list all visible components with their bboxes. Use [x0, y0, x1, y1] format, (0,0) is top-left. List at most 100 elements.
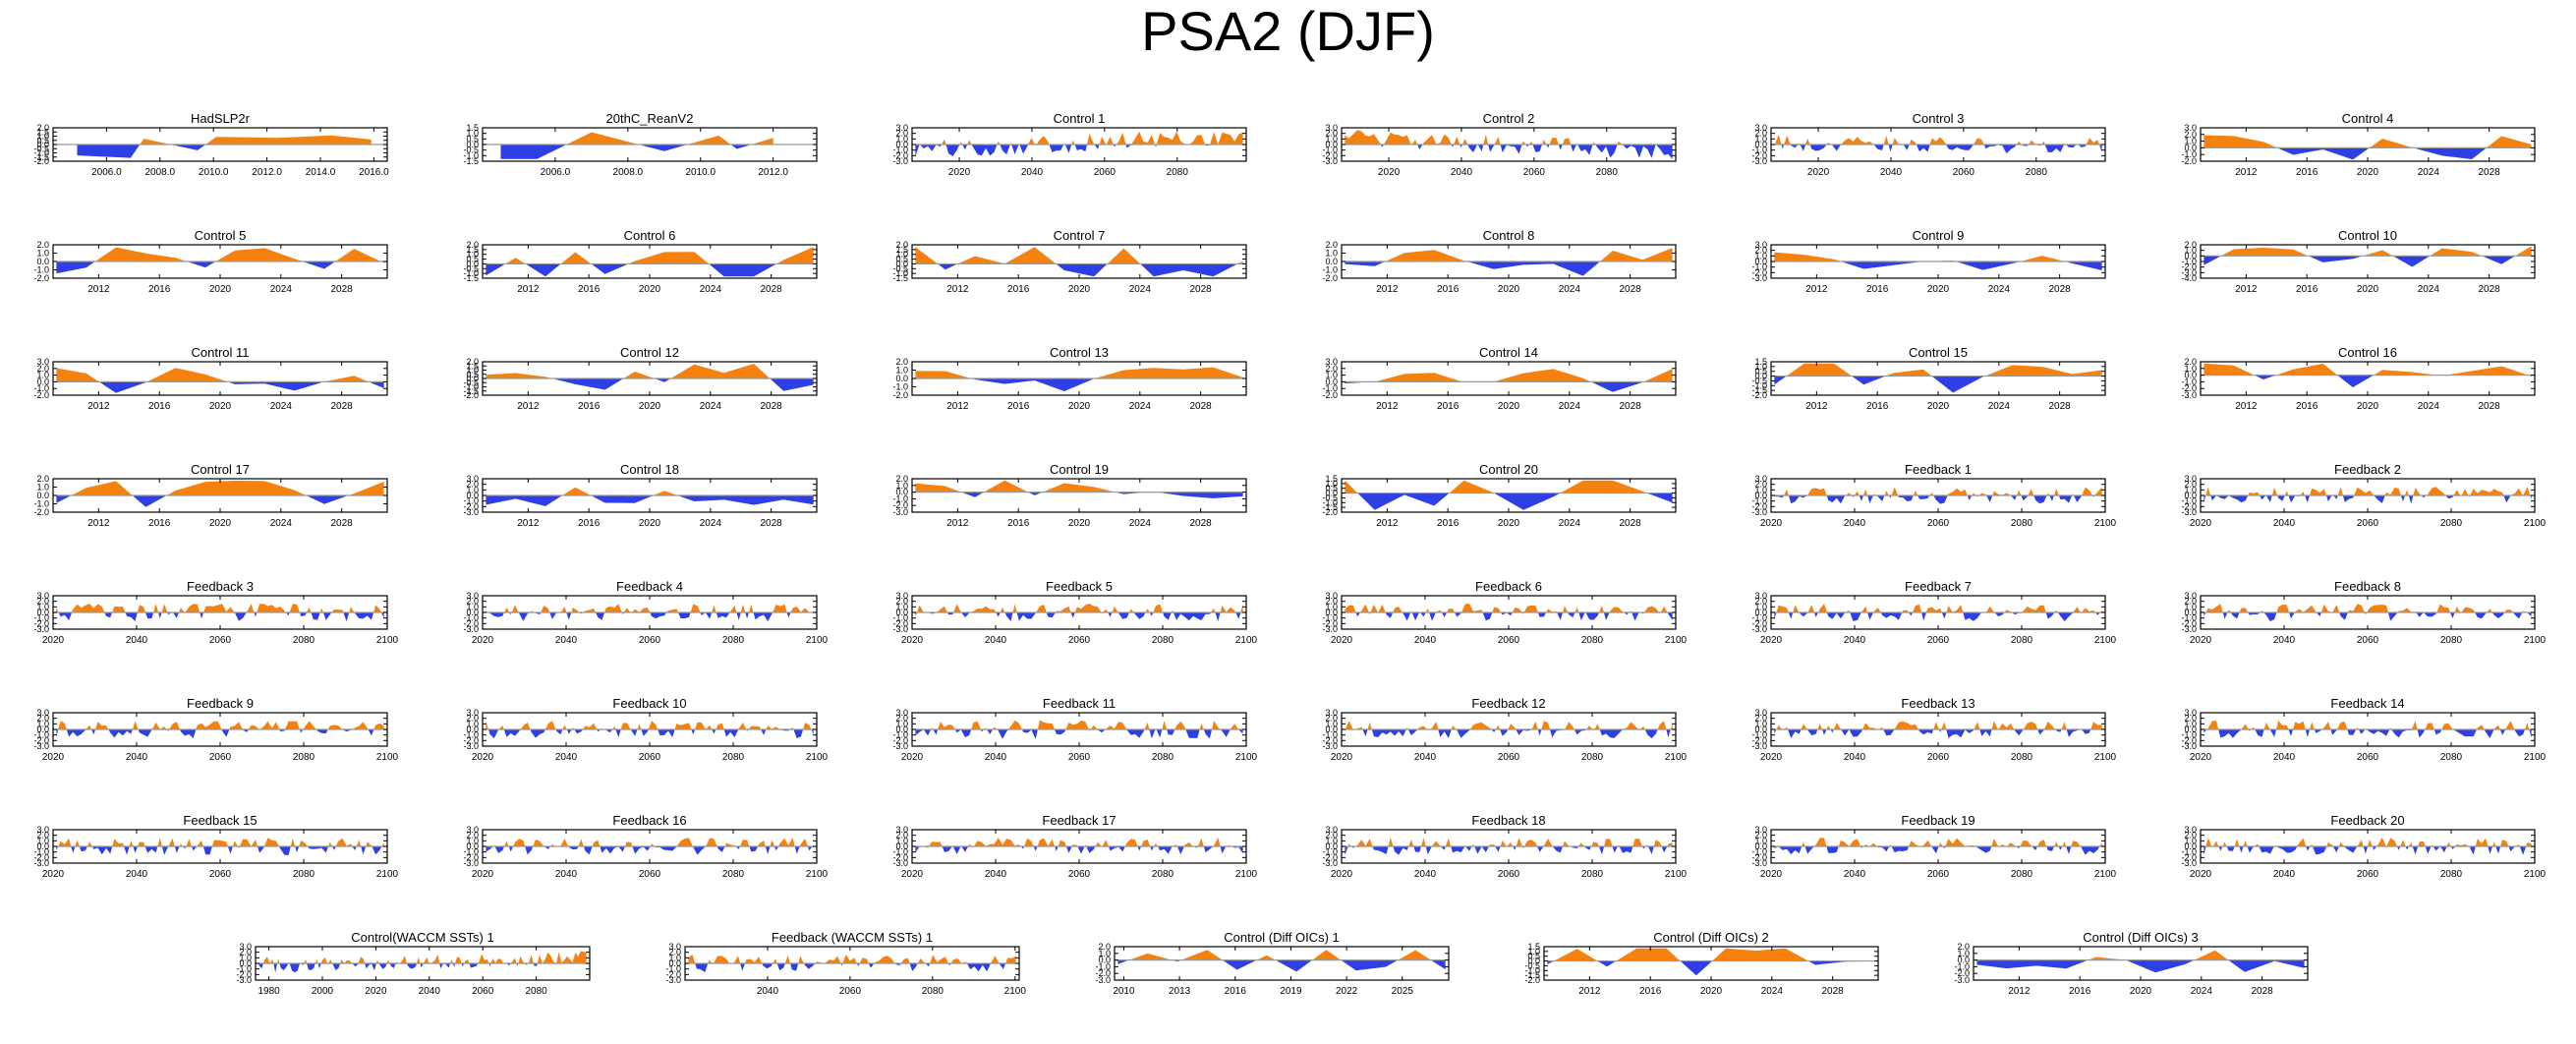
y-tick-label: -3.0: [2181, 858, 2197, 868]
negative-area: [551, 378, 814, 391]
y-tick-label: -1.0: [1322, 497, 1338, 507]
y-tick-label: -3.0: [892, 624, 908, 634]
negative-area: [1774, 612, 2100, 621]
y-tick-label: 0.0: [1754, 140, 1767, 149]
negative-area: [56, 261, 384, 274]
y-tick-label: -1.0: [1751, 847, 1767, 857]
x-tick-label: 2080: [1581, 869, 1604, 880]
y-tick-label: -1.0: [1095, 961, 1111, 971]
positive-area: [1776, 604, 2102, 612]
y-tick-label: 1.0: [1754, 362, 1767, 372]
x-tick-label: 2020: [2190, 635, 2212, 646]
y-tick-label: 3.0: [1754, 825, 1767, 835]
chart-panel: -3.0-2.0-1.00.01.02.03.0 2020 2040 2060 2080…: [1322, 579, 1687, 646]
panel-title: Control 12: [620, 345, 679, 360]
x-tick-label: 2010: [1113, 986, 1135, 997]
y-tick-label: -3.0: [2181, 390, 2197, 400]
x-tick-label: 2012: [517, 284, 540, 295]
x-tick-label: 2040: [419, 986, 441, 997]
x-tick-label: 2040: [555, 869, 578, 880]
panel-title: Feedback 19: [1901, 813, 1975, 828]
x-tick-label: 2019: [1280, 986, 1302, 997]
y-tick-label: 2.0: [36, 240, 49, 250]
negative-area: [1774, 495, 2095, 504]
y-tick-label: -2.0: [2181, 262, 2197, 272]
y-tick-label: -1.0: [892, 613, 908, 623]
y-tick-label: 2.0: [36, 597, 49, 607]
y-tick-label: -1.0: [1751, 730, 1767, 740]
y-tick-label: 2.0: [2184, 831, 2197, 841]
positive-area: [140, 135, 372, 145]
panel-title: Feedback 13: [1901, 696, 1975, 711]
panel-title: Control 19: [1050, 462, 1109, 477]
negative-area: [938, 263, 1238, 277]
y-tick-label: 2.0: [1754, 129, 1767, 139]
x-tick-label: 2040: [555, 752, 578, 763]
negative-area: [1345, 729, 1671, 738]
x-tick-label: 2020: [1927, 401, 1950, 412]
y-tick-label: 0.0: [2184, 491, 2197, 500]
y-tick-label: -3.0: [1751, 858, 1767, 868]
negative-area: [56, 495, 349, 507]
y-tick-label: 0.0: [1325, 489, 1338, 498]
panel-title: Control 11: [191, 345, 249, 360]
y-tick-label: 1.0: [2184, 836, 2197, 845]
x-tick-label: 2080: [293, 635, 315, 646]
positive-area: [915, 480, 1158, 493]
y-tick-label: 2.0: [1754, 480, 1767, 490]
panel-title: Control 17: [191, 462, 250, 477]
y-tick-label: 0.0: [2184, 608, 2197, 617]
x-tick-label: 2016: [1437, 284, 1460, 295]
y-tick-label: -1.0: [463, 613, 479, 623]
y-tick-label: 2.0: [466, 714, 479, 724]
chart-panel: -2.0-1.00.01.02.0 2012 2016 2020 2024 2028 Con…: [33, 228, 388, 295]
y-tick-label: 2.0: [36, 123, 49, 133]
y-tick-label: -2.0: [463, 735, 479, 745]
chart-panel: -2.0-1.00.01.02.0 2012 2016 2020 2024 2028 Con…: [1322, 228, 1677, 295]
y-tick-label: 0.5: [36, 136, 49, 145]
y-tick-label: 2.0: [895, 831, 908, 841]
chart-panel: -2.0-1.5-1.0-0.50.00.51.01.5 2012 2016 2020…: [1322, 462, 1677, 529]
y-tick-label: 2.0: [895, 597, 908, 607]
y-tick-label: 0.0: [2184, 371, 2197, 380]
x-tick-label: 2020: [365, 986, 387, 997]
y-tick-label: -3.0: [892, 156, 908, 166]
x-tick-label: 2020: [2190, 518, 2212, 529]
positive-area: [1774, 252, 2065, 261]
y-tick-label: 2.0: [1754, 714, 1767, 724]
x-tick-label: 2080: [525, 986, 547, 997]
y-tick-label: 1.0: [466, 250, 479, 260]
x-tick-label: 2100: [1235, 635, 1258, 646]
y-tick-label: -0.5: [33, 144, 49, 153]
x-tick-label: 2028: [2049, 284, 2072, 295]
y-tick-label: 0.0: [239, 958, 252, 968]
y-tick-label: 2.0: [1325, 364, 1338, 374]
y-tick-label: 0.0: [1754, 608, 1767, 617]
positive-area: [2204, 363, 2529, 376]
y-tick-label: -1.0: [892, 730, 908, 740]
y-tick-label: -1.0: [892, 847, 908, 857]
y-tick-label: -0.5: [1322, 493, 1338, 502]
y-tick-label: 1.0: [1325, 249, 1338, 259]
y-tick-label: 0.0: [895, 841, 908, 851]
x-tick-label: 2020: [1760, 752, 1783, 763]
y-tick-label: -2.0: [236, 969, 252, 979]
y-tick-label: 2.0: [895, 129, 908, 139]
x-tick-label: 2060: [639, 635, 661, 646]
panel-title: Feedback 18: [1471, 813, 1545, 828]
x-tick-label: 2040: [757, 986, 779, 997]
positive-area: [915, 247, 1243, 264]
y-tick-label: -1.0: [463, 847, 479, 857]
y-tick-label: 1.0: [1325, 602, 1338, 611]
x-tick-label: 2100: [2094, 518, 2117, 529]
x-tick-label: 2080: [1581, 752, 1604, 763]
chart-panel: -1.5-1.0-0.50.00.51.01.52.0 2012 2016 2020 2…: [463, 228, 818, 295]
x-tick-label: 2100: [2094, 752, 2117, 763]
chart-panel: -3.0-2.0-1.00.01.02.03.0 2020 2040 2060 2080…: [892, 579, 1257, 646]
y-tick-label: -1.0: [1751, 262, 1767, 272]
x-tick-label: 2028: [2479, 167, 2501, 178]
y-tick-label: 2.0: [36, 474, 49, 484]
positive-area: [1374, 369, 1673, 382]
x-tick-label: 2028: [2049, 401, 2072, 412]
negative-area: [486, 495, 814, 506]
